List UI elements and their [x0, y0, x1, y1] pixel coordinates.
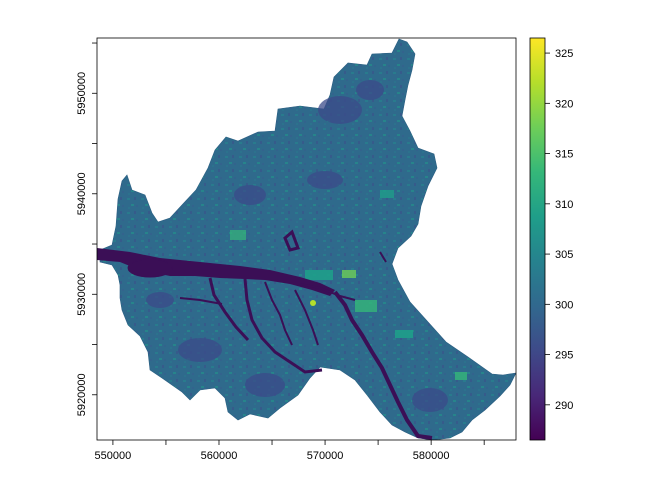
colorbar-tick-label: 310 — [555, 199, 573, 211]
y-tick-label: 5920000 — [76, 373, 88, 416]
dark-patches — [146, 80, 448, 412]
x-tick-label: 550000 — [95, 450, 132, 462]
colorbar-tick-label: 305 — [555, 249, 573, 261]
y-tick-label: 5950000 — [76, 72, 88, 115]
colorbar-tick-label: 290 — [555, 400, 573, 412]
city-boundary-land — [99, 38, 516, 440]
y-tick-label: 5940000 — [76, 172, 88, 215]
colorbar-tick-label: 295 — [555, 350, 573, 362]
colorbar-tick-label: 315 — [555, 149, 573, 161]
hot-spots — [230, 190, 467, 380]
colorbar: 290 295 300 305 310 315 320 325 — [529, 37, 573, 441]
colorbar-tick-label: 300 — [555, 299, 573, 311]
y-axis: 5920000 5930000 5940000 5950000 — [76, 42, 97, 416]
plot-frame — [96, 37, 517, 441]
x-tick-label: 580000 — [413, 450, 450, 462]
x-axis: 550000 560000 570000 580000 — [95, 440, 485, 462]
colorbar-ticks: 290 295 300 305 310 315 320 325 — [545, 48, 573, 412]
map-area — [97, 38, 516, 440]
x-tick-label: 560000 — [201, 450, 238, 462]
y-tick-label: 5930000 — [76, 273, 88, 316]
colorbar-tick-label: 325 — [555, 48, 573, 60]
water-elbe — [97, 229, 433, 440]
colorbar-bar — [529, 37, 546, 441]
x-tick-label: 570000 — [307, 450, 344, 462]
colorbar-tick-label: 320 — [555, 98, 573, 110]
